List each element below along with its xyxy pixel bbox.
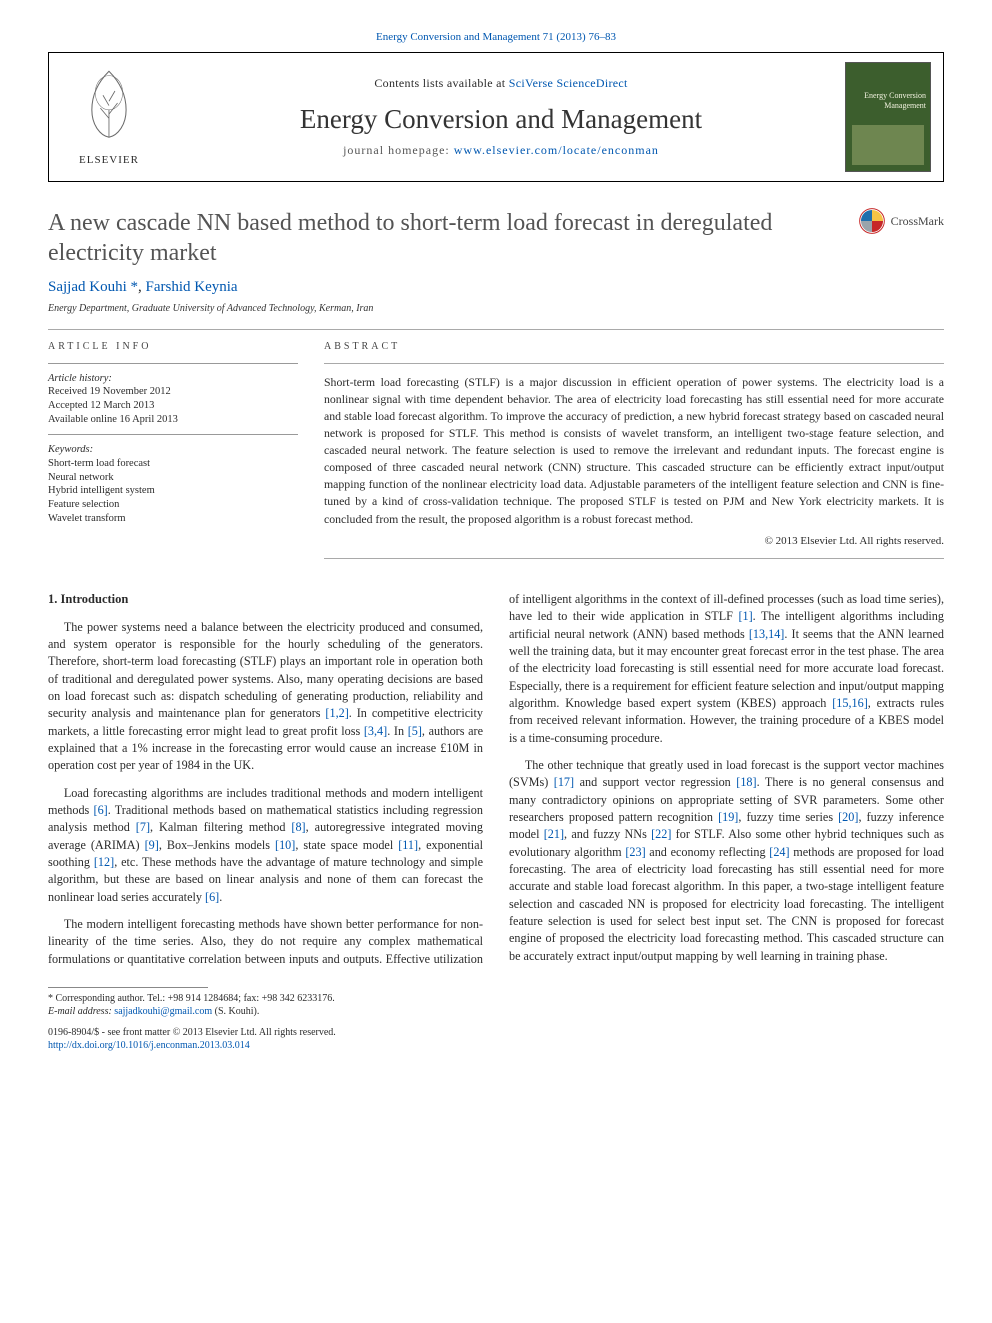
ref-19[interactable]: [19] xyxy=(718,810,738,824)
ref-23[interactable]: [23] xyxy=(625,845,645,859)
author-2-link[interactable]: Farshid Keynia xyxy=(146,279,238,295)
ref-8[interactable]: [8] xyxy=(291,820,305,834)
keyword-2: Hybrid intelligent system xyxy=(48,484,298,498)
top-journal-ref: Energy Conversion and Management 71 (201… xyxy=(48,30,944,44)
author-sep: , xyxy=(138,279,146,295)
ref-20[interactable]: [20] xyxy=(838,810,858,824)
doi-link[interactable]: http://dx.doi.org/10.1016/j.enconman.201… xyxy=(48,1040,250,1051)
journal-homepage: journal homepage: www.elsevier.com/locat… xyxy=(343,143,659,159)
ref-22[interactable]: [22] xyxy=(651,827,671,841)
paragraph-1: The power systems need a balance between… xyxy=(48,619,483,775)
crossmark-icon xyxy=(859,208,885,234)
history-received: Received 19 November 2012 xyxy=(48,385,298,399)
issn-line: 0196-8904/$ - see front matter © 2013 El… xyxy=(48,1026,944,1039)
abstract-block: abstract Short-term load forecasting (ST… xyxy=(324,340,944,569)
corr-text: Corresponding author. Tel.: +98 914 1284… xyxy=(56,993,335,1004)
ref-5[interactable]: [5] xyxy=(408,724,422,738)
keyword-0: Short-term load forecast xyxy=(48,457,298,471)
ref-1b[interactable]: [1] xyxy=(738,609,752,623)
page-footer: * Corresponding author. Tel.: +98 914 12… xyxy=(48,987,944,1052)
abstract-head: abstract xyxy=(324,340,944,353)
keywords-label: Keywords: xyxy=(48,443,298,457)
corr-email-link[interactable]: sajjadkouhi@gmail.com xyxy=(114,1006,212,1017)
publisher-name: ELSEVIER xyxy=(79,153,139,167)
ref-11[interactable]: [11] xyxy=(398,838,418,852)
ref-13-14[interactable]: [13,14] xyxy=(749,627,785,641)
contents-line: Contents lists available at SciVerse Sci… xyxy=(374,76,627,92)
article-body: 1. Introduction The power systems need a… xyxy=(48,591,944,971)
ref-21[interactable]: [21] xyxy=(544,827,564,841)
author-1-link[interactable]: Sajjad Kouhi xyxy=(48,279,127,295)
ref-6b[interactable]: [6] xyxy=(205,890,219,904)
journal-cover-thumb: Energy Conversion Management xyxy=(845,62,931,172)
history-accepted: Accepted 12 March 2013 xyxy=(48,399,298,413)
ref-24[interactable]: [24] xyxy=(769,845,789,859)
article-history-label: Article history: xyxy=(48,372,298,386)
top-journal-link[interactable]: Energy Conversion and Management 71 (201… xyxy=(376,31,616,43)
publisher-logo: ELSEVIER xyxy=(49,53,169,181)
ref-1-2[interactable]: [1,2] xyxy=(325,706,348,720)
paragraph-2: Load forecasting algorithms are includes… xyxy=(48,785,483,906)
email-label: E-mail address: xyxy=(48,1006,114,1017)
contents-line-prefix: Contents lists available at xyxy=(374,76,508,90)
journal-cover: Energy Conversion Management xyxy=(833,53,943,181)
keyword-4: Wavelet transform xyxy=(48,512,298,526)
abstract-text: Short-term load forecasting (STLF) is a … xyxy=(324,374,944,528)
ref-6a[interactable]: [6] xyxy=(94,803,108,817)
article-info-head: article info xyxy=(48,340,298,353)
ref-12[interactable]: [12] xyxy=(94,855,114,869)
ref-18[interactable]: [18] xyxy=(736,775,756,789)
ref-15-16[interactable]: [15,16] xyxy=(832,696,868,710)
journal-cover-art xyxy=(852,125,924,165)
homepage-link[interactable]: www.elsevier.com/locate/enconman xyxy=(454,143,659,157)
crossmark-badge[interactable]: CrossMark xyxy=(834,208,944,234)
sciencedirect-link[interactable]: SciVerse ScienceDirect xyxy=(509,76,628,90)
abstract-copyright: © 2013 Elsevier Ltd. All rights reserved… xyxy=(324,534,944,548)
ref-10[interactable]: [10] xyxy=(275,838,295,852)
paragraph-4: The other technique that greatly used in… xyxy=(509,757,944,965)
journal-name: Energy Conversion and Management xyxy=(300,102,702,137)
crossmark-label: CrossMark xyxy=(891,214,944,230)
section-1-title: 1. Introduction xyxy=(48,591,483,609)
journal-banner: ELSEVIER Contents lists available at Sci… xyxy=(48,52,944,182)
keyword-3: Feature selection xyxy=(48,498,298,512)
author-1-marks: * xyxy=(127,279,138,295)
affiliation: Energy Department, Graduate University o… xyxy=(48,302,944,315)
ref-9[interactable]: [9] xyxy=(145,838,159,852)
email-owner: (S. Kouhi). xyxy=(212,1006,259,1017)
corresponding-author: * Corresponding author. Tel.: +98 914 12… xyxy=(48,992,944,1005)
elsevier-tree-icon xyxy=(79,67,139,144)
history-online: Available online 16 April 2013 xyxy=(48,413,298,427)
banner-center: Contents lists available at SciVerse Sci… xyxy=(169,53,833,181)
ref-17[interactable]: [17] xyxy=(554,775,574,789)
article-info: article info Article history: Received 1… xyxy=(48,340,298,569)
article-title: A new cascade NN based method to short-t… xyxy=(48,208,834,268)
author-list: Sajjad Kouhi *, Farshid Keynia xyxy=(48,278,944,298)
ref-3-4[interactable]: [3,4] xyxy=(364,724,387,738)
ref-7[interactable]: [7] xyxy=(136,820,150,834)
keyword-1: Neural network xyxy=(48,471,298,485)
corr-star: * xyxy=(48,993,53,1004)
separator-line xyxy=(48,329,944,330)
homepage-prefix: journal homepage: xyxy=(343,143,454,157)
journal-cover-title: Energy Conversion Management xyxy=(846,63,930,110)
